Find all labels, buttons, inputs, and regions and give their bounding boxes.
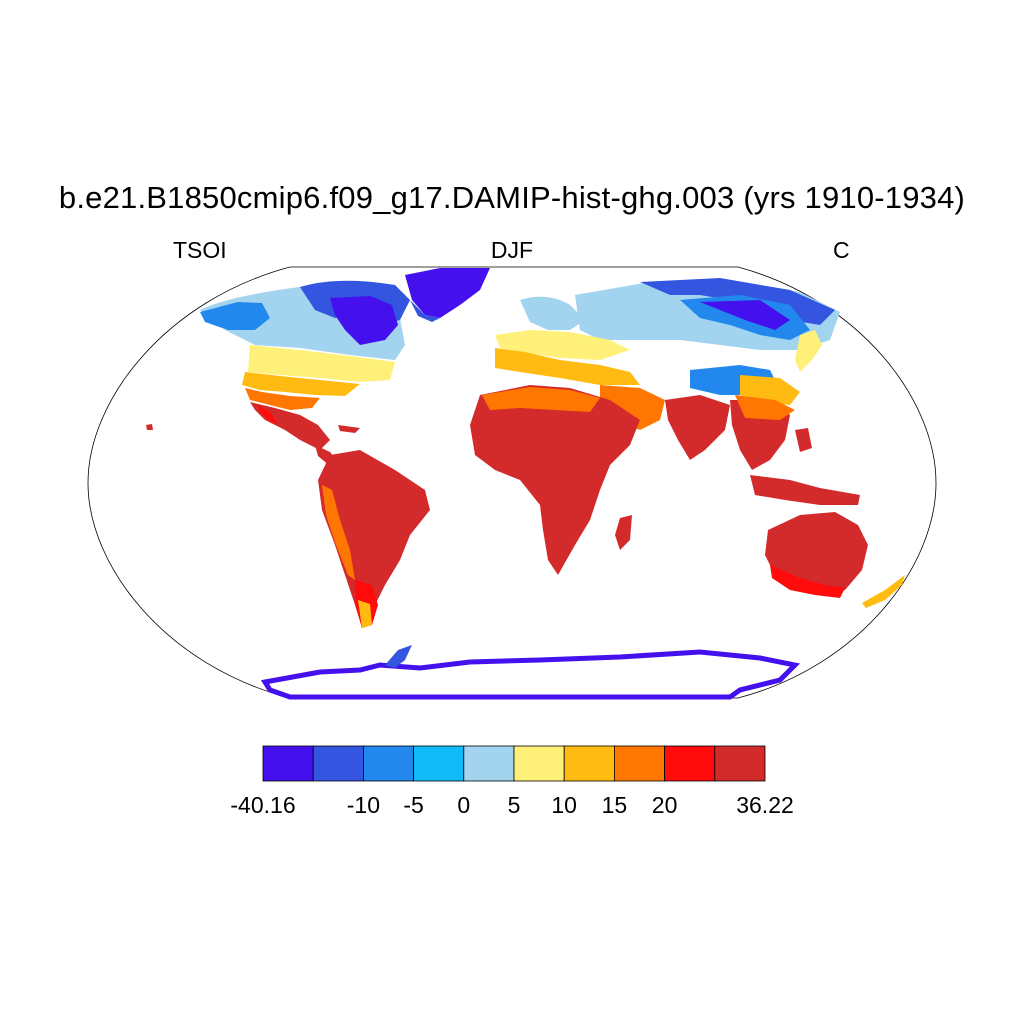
alaska (200, 302, 270, 330)
antarctic-peninsula (385, 645, 412, 668)
caribbean (338, 425, 360, 433)
colorbar-box (413, 745, 465, 782)
mexico-red (258, 405, 278, 425)
land-colors (146, 268, 905, 700)
colorbar-tick-label: 15 (601, 792, 628, 818)
siberia-extreme (700, 300, 790, 330)
north-africa-band (482, 387, 600, 412)
us-south-band (242, 372, 360, 396)
colorbar-tick-label: 36.22 (736, 792, 794, 818)
us-mid-band (248, 345, 395, 382)
colorbar-box (664, 745, 716, 782)
colorbar-tick-label: 10 (551, 792, 577, 818)
andes-band (322, 485, 355, 580)
colorbar-tick-label: 20 (651, 792, 678, 818)
antarctica (260, 649, 801, 700)
colorbar-tick-label: -5 (403, 792, 424, 818)
australia (765, 512, 868, 592)
plot-title: b.e21.B1850cmip6.f09_g17.DAMIP-hist-ghg.… (58, 180, 966, 215)
colorbar-box (312, 745, 364, 782)
scandinavia (520, 296, 585, 330)
colorbar-box (463, 745, 515, 782)
patagonia-tip (358, 600, 372, 628)
hawaii (146, 424, 153, 430)
australia-south (770, 565, 845, 598)
japan (795, 330, 822, 372)
colorbar-box (714, 745, 766, 782)
colorbar-tick-label: -40.16 (230, 792, 296, 818)
colorbar-box (513, 745, 565, 782)
africa (470, 385, 640, 575)
greenland (405, 268, 490, 318)
colorbar (262, 745, 766, 782)
europe-south (495, 348, 640, 385)
gulf-band (245, 388, 320, 410)
season-label: DJF (490, 237, 534, 263)
india (665, 395, 730, 460)
colorbar-tick-label: 5 (507, 792, 521, 818)
colorbar-box (262, 745, 314, 782)
china-south (735, 395, 795, 420)
greenland-edge (410, 300, 440, 322)
canada-hudson (330, 296, 398, 345)
colorbar-box (563, 745, 615, 782)
philippines (795, 428, 812, 452)
south-america (318, 450, 430, 628)
new-zealand (862, 575, 905, 608)
variable-label: TSOI (173, 237, 227, 263)
colorbar-box (362, 745, 414, 782)
indonesia (750, 475, 860, 505)
europe-mid (495, 330, 630, 360)
madagascar (615, 515, 632, 550)
colorbar-tick-label: -10 (346, 792, 381, 818)
colorbar-box (614, 745, 666, 782)
units-label: C (833, 237, 850, 263)
colorbar-tick-label: 0 (457, 792, 471, 818)
